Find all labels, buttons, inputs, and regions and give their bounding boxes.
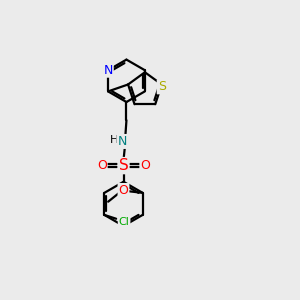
Text: O: O	[140, 159, 150, 172]
Text: O: O	[118, 184, 128, 197]
Text: N: N	[103, 64, 113, 77]
Text: O: O	[97, 159, 106, 172]
Text: H: H	[110, 135, 118, 145]
Text: Cl: Cl	[119, 217, 130, 227]
Text: S: S	[158, 80, 166, 93]
Text: N: N	[117, 135, 127, 148]
Text: S: S	[118, 158, 128, 173]
